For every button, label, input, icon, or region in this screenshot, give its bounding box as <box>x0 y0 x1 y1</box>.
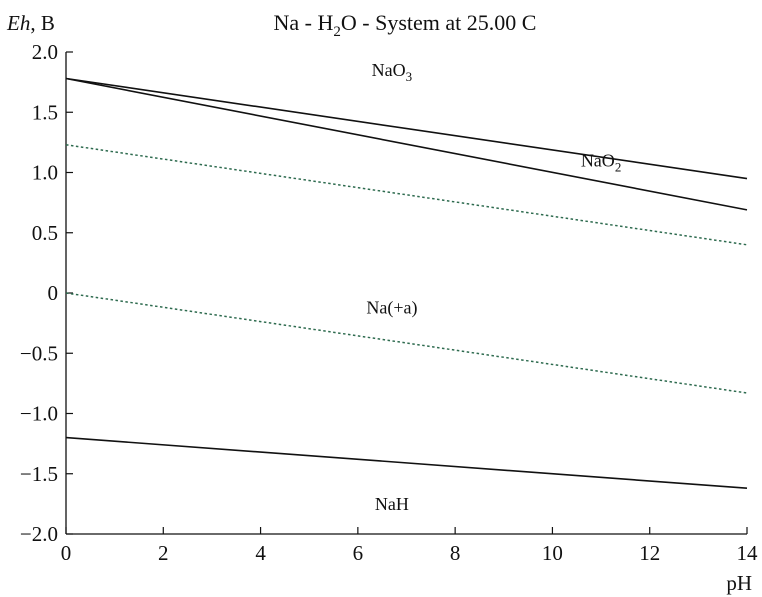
x-tick-label: 0 <box>61 541 72 565</box>
region-label-2: NaO2 <box>581 150 622 174</box>
region-label-4: NaH <box>375 494 409 514</box>
x-tick-label: 8 <box>450 541 461 565</box>
series-line-5 <box>65 436 748 490</box>
x-tick-label: 6 <box>353 541 364 565</box>
chart-title: Na - H2O - System at 25.00 C <box>274 10 537 40</box>
x-tick-label: 4 <box>255 541 266 565</box>
series-group <box>65 77 748 490</box>
y-tick-label: −0.5 <box>20 341 58 365</box>
annotations-group: NaO3 NaO2 Na(+a) NaH <box>366 60 621 514</box>
y-tick-label: 0.5 <box>32 221 58 245</box>
x-tick-label: 10 <box>542 541 563 565</box>
series-line-1 <box>65 77 748 180</box>
region-label-3: Na(+a) <box>366 297 417 318</box>
series-line-3 <box>65 144 748 246</box>
y-axis-label: Eh, B <box>6 11 55 35</box>
chart-title-rest: O - System at 25.00 C <box>341 10 537 35</box>
y-tick-label: −2.0 <box>20 522 58 546</box>
y-tick-label: 1.0 <box>32 161 58 185</box>
x-axis-label: pH <box>726 571 752 595</box>
x-tick-label: 2 <box>158 541 169 565</box>
y-tick-label: 2.0 <box>32 40 58 64</box>
x-tick-label: 12 <box>639 541 660 565</box>
y-tick-label: 0 <box>48 281 59 305</box>
y-tick-label: −1.0 <box>20 402 58 426</box>
region-label-1: NaO3 <box>372 60 413 84</box>
chart-title-subscript: 2 <box>333 24 341 40</box>
y-tick-label: −1.5 <box>20 462 58 486</box>
series-line-2 <box>65 77 748 211</box>
x-tick-label: 14 <box>737 541 759 565</box>
ticks-group: 0 2 4 6 8 10 12 14 2.0 1.5 1.0 0.5 0 −0.5 −1.0 −1.5 −2.0 <box>20 40 758 565</box>
y-tick-label: 1.5 <box>32 100 58 124</box>
